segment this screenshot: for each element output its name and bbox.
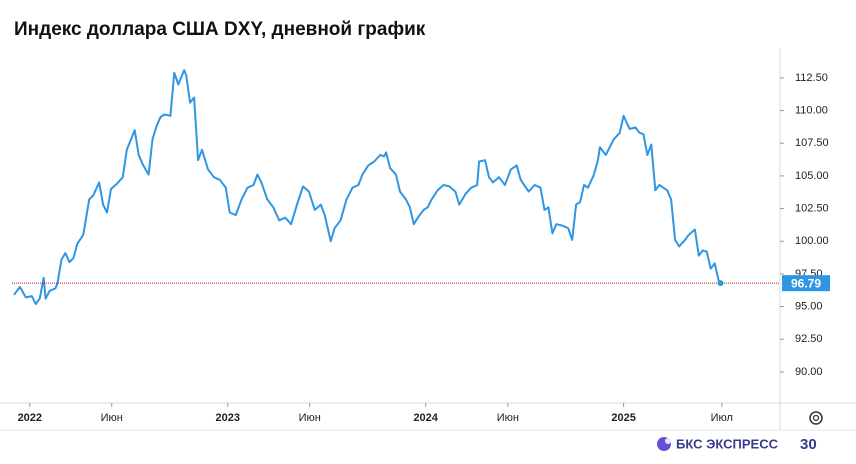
chart-title: Индекс доллара США DXY, дневной график	[14, 19, 426, 40]
y-tick-label: 95.00	[795, 300, 823, 312]
x-tick-label: 2023	[216, 412, 240, 424]
settings-icon[interactable]	[809, 411, 823, 425]
x-tick-label: 2024	[413, 412, 438, 424]
last-value-box	[782, 275, 830, 292]
y-tick-label: 112.50	[795, 72, 828, 84]
y-tick-label: 90.00	[795, 366, 823, 378]
x-tick-label: 2022	[18, 412, 42, 424]
last-value-label: 96.79	[791, 276, 821, 290]
x-tick-label: Июл	[711, 412, 733, 424]
y-tick-label: 110.00	[795, 104, 828, 116]
last-point	[717, 280, 724, 287]
y-tick-label: 102.50	[795, 202, 829, 214]
x-tick-label: Июн	[497, 412, 519, 424]
brand-logo: БКС ЭКСПРЕСС 30	[657, 436, 817, 453]
x-tick-label: 2025	[611, 412, 635, 424]
x-tick-label: Июн	[101, 412, 123, 424]
y-tick-label: 105.00	[795, 170, 829, 182]
y-tick-label: 100.00	[795, 235, 829, 247]
y-tick-label: 107.50	[795, 137, 829, 149]
brand-badge: 30	[800, 436, 817, 453]
brand-name: БКС ЭКСПРЕСС	[676, 436, 779, 451]
x-tick-label: Июн	[299, 412, 321, 424]
y-tick-label: 92.50	[795, 333, 823, 345]
series-line	[13, 69, 722, 305]
